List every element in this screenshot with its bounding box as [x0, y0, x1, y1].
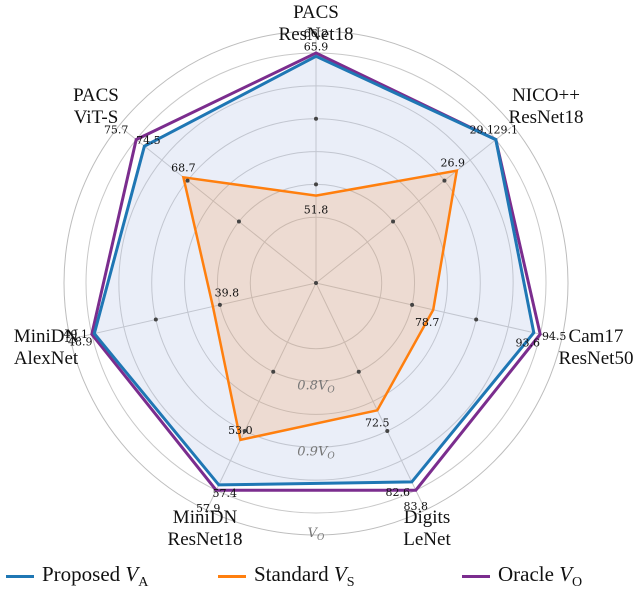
- value-standard-0: 51.8: [304, 204, 329, 217]
- axis-label-3-0: Digits: [404, 507, 450, 528]
- legend: Proposed VA Standard VS Oracle VO: [0, 560, 640, 594]
- value-standard-3: 72.5: [365, 416, 390, 429]
- value-standard-2: 78.7: [415, 316, 440, 329]
- value-proposed-5: 48.9: [68, 336, 93, 349]
- axis-dot-inner-3: [356, 369, 361, 374]
- axis-dot-mid-5: [153, 317, 158, 322]
- value-oracle-6: 75.7: [104, 124, 129, 137]
- series-standard-polygon: [181, 169, 459, 442]
- ring-label-2: VO: [308, 526, 325, 543]
- axis-dot-inner-0: [314, 182, 318, 187]
- axis-dot-inner-1: [391, 219, 396, 224]
- axis-label-3-1: LeNet: [403, 529, 451, 550]
- axis-label-0-1: ResNet18: [279, 24, 354, 45]
- value-oracle-5: 49.1: [64, 328, 89, 341]
- spoke-6: [120, 126, 317, 284]
- axis-dot-mid-1: [442, 178, 447, 183]
- legend-swatch-standard: [218, 575, 246, 579]
- axis-label-6-1: ViT-S: [74, 107, 119, 128]
- value-proposed-4: 57.4: [213, 487, 238, 500]
- spoke-1: [315, 126, 512, 284]
- axis-label-4-0: MiniDN: [173, 507, 238, 528]
- axis-label-5-0: MiniDN: [14, 326, 79, 347]
- axis-dot-mid-4: [242, 429, 247, 434]
- axis-dot-inner-5: [217, 302, 222, 307]
- axis-label-2-1: ResNet50: [559, 348, 634, 369]
- center-dot: [314, 281, 318, 285]
- legend-item-standard: Standard VS: [218, 562, 355, 591]
- value-standard-5: 39.8: [215, 287, 240, 300]
- axis-label-2-0: Cam17: [569, 326, 624, 347]
- value-standard-4: 53.0: [228, 424, 253, 437]
- axis-dot-inner-4: [271, 369, 276, 374]
- axis-dot-mid-0: [314, 116, 318, 121]
- value-oracle-3: 83.8: [404, 500, 429, 513]
- legend-label-proposed: Proposed VA: [42, 562, 149, 591]
- spoke-2: [315, 282, 560, 340]
- value-standard-6: 68.7: [171, 161, 196, 174]
- value-oracle-4: 57.9: [196, 502, 221, 515]
- axis-label-1-0: NICO++: [512, 85, 580, 106]
- outer-frame-circle: [63, 30, 569, 536]
- axis-dot-inner-6: [236, 219, 241, 224]
- value-proposed-2: 93.6: [516, 337, 541, 350]
- axis-dot-mid-6: [185, 178, 190, 183]
- axis-dot-inner-2: [410, 302, 415, 307]
- legend-swatch-proposed: [6, 575, 34, 579]
- legend-label-standard: Standard VS: [254, 562, 355, 591]
- value-standard-1: 26.9: [441, 157, 466, 170]
- legend-label-oracle: Oracle VO: [498, 562, 583, 591]
- ring-label-0: 0.8VO: [297, 379, 335, 396]
- series-proposed-polygon: [92, 54, 536, 487]
- axis-dot-mid-2: [474, 317, 479, 322]
- spoke-3: [315, 282, 425, 509]
- radar-chart: 0.8VO 0.9VO VO 66.2 29.1 94.5 83.8 57.9 49.1 75.7…: [14, 2, 634, 550]
- axis-label-1-1: ResNet18: [509, 107, 584, 128]
- value-oracle-2: 94.5: [542, 330, 567, 343]
- ring-label-1: 0.9VO: [297, 444, 335, 461]
- value-proposed-0: 65.9: [304, 40, 329, 53]
- value-proposed-1: 29.1: [470, 124, 495, 137]
- spoke-4: [207, 282, 317, 509]
- axis-dot-mid-3: [385, 429, 390, 434]
- legend-item-oracle: Oracle VO: [462, 562, 582, 591]
- axis-label-6-0: PACS: [73, 85, 119, 106]
- axis-label-4-1: ResNet18: [168, 529, 243, 550]
- legend-swatch-oracle: [462, 575, 490, 579]
- value-proposed-6: 74.5: [136, 134, 161, 147]
- value-proposed-3: 82.6: [386, 486, 411, 499]
- axis-label-0-0: PACS: [293, 2, 339, 23]
- axis-label-5-1: AlexNet: [14, 348, 79, 369]
- spoke-5: [72, 282, 317, 340]
- legend-item-proposed: Proposed VA: [6, 562, 148, 591]
- value-oracle-0: 66.2: [304, 27, 329, 40]
- value-oracle-1: 29.1: [494, 124, 519, 137]
